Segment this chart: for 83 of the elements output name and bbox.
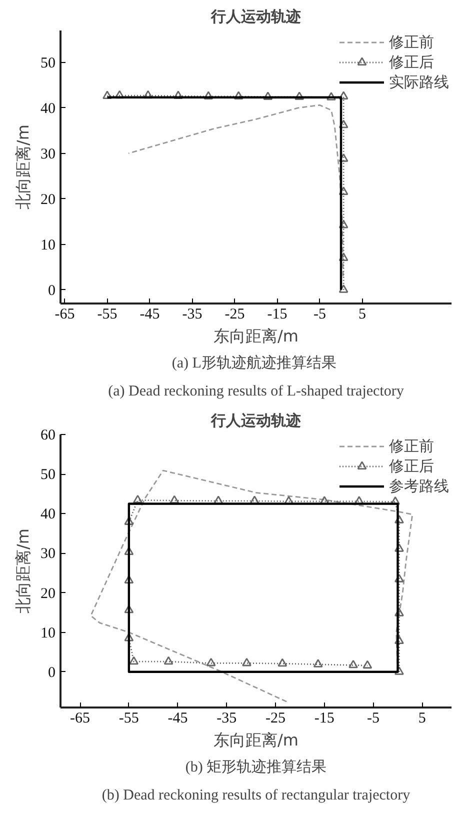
- x-axis-title: 东向距离/m: [214, 730, 298, 750]
- point: [242, 658, 252, 666]
- point: [338, 120, 348, 128]
- y-tick-label: 0: [48, 282, 56, 299]
- point: [326, 92, 336, 100]
- chart-title: 行人运动轨迹: [210, 8, 301, 26]
- x-tick-label: 5: [358, 306, 366, 322]
- x-tick-label: -35: [182, 306, 202, 322]
- legend-label: 修正后: [389, 456, 434, 476]
- y-tick-label: 20: [40, 192, 56, 208]
- point: [124, 632, 134, 642]
- point: [214, 496, 224, 504]
- point: [294, 92, 304, 100]
- y-tick-label: 0: [48, 664, 56, 681]
- point: [124, 604, 134, 614]
- x-tick-label: -55: [118, 710, 139, 726]
- point: [204, 91, 214, 100]
- point: [394, 515, 404, 524]
- point: [206, 658, 216, 666]
- y-tick-label: 40: [40, 100, 56, 117]
- legend-label: 修正前: [389, 32, 434, 52]
- y-tick-label: 20: [40, 586, 56, 602]
- point: [234, 91, 244, 100]
- legend-label: 修正后: [389, 52, 434, 72]
- x-tick-label: 5: [418, 710, 426, 726]
- point: [338, 220, 348, 228]
- point: [124, 575, 134, 584]
- point: [394, 636, 404, 644]
- x-tick-label: -15: [267, 306, 288, 322]
- point: [394, 666, 404, 675]
- point: [263, 92, 273, 100]
- y-axis-title: 北向距离/m: [14, 528, 32, 614]
- x-tick-label: -65: [54, 306, 75, 322]
- point: [338, 186, 348, 196]
- point: [348, 660, 358, 668]
- y-tick-label: 40: [40, 506, 56, 523]
- point: [338, 91, 348, 100]
- x-tick-label: -5: [314, 306, 326, 322]
- point: [338, 252, 348, 262]
- point: [143, 90, 153, 99]
- point: [338, 153, 348, 162]
- text: (b) Dead reckoning results of rectangular trajectory: [102, 788, 411, 804]
- x-tick-label: -15: [314, 710, 334, 726]
- point: [114, 90, 124, 99]
- point: [133, 494, 142, 504]
- x-tick-label: -45: [168, 710, 188, 726]
- point: [278, 658, 288, 667]
- legend-label: 参考路线: [389, 476, 449, 496]
- point: [394, 608, 404, 616]
- x-tick-label: -25: [266, 710, 286, 726]
- point: [313, 659, 323, 668]
- y-tick-label: 30: [40, 146, 56, 162]
- legend-label: 实际路线: [389, 72, 449, 92]
- point: [338, 284, 348, 293]
- y-tick-label: 10: [40, 237, 56, 254]
- y-tick-label: 60: [40, 428, 56, 444]
- text: (a) Dead reckoning results of L-shaped trajectory: [108, 384, 404, 400]
- point: [362, 660, 372, 669]
- point: [129, 656, 139, 665]
- x-tick-label: -55: [97, 306, 118, 322]
- y-tick-label: 10: [40, 625, 56, 642]
- point: [394, 574, 404, 582]
- text: (a) L形轨迹航迹推算结果: [172, 354, 336, 372]
- point: [174, 90, 183, 100]
- point: [124, 516, 134, 525]
- y-tick-label: 30: [40, 546, 56, 562]
- point: [170, 495, 180, 504]
- y-tick-label: 50: [40, 55, 56, 72]
- x-tick-label: -45: [140, 306, 160, 322]
- x-tick-label: -65: [70, 710, 90, 726]
- point: [102, 90, 112, 100]
- point: [394, 544, 404, 552]
- x-tick-label: -35: [216, 710, 237, 726]
- chart-title: 行人运动轨迹: [210, 412, 301, 430]
- x-tick-label: -5: [367, 710, 380, 726]
- point: [164, 656, 174, 665]
- point: [124, 546, 134, 556]
- y-tick-label: 50: [40, 467, 56, 484]
- y-axis-title: 北向距离/m: [14, 124, 32, 210]
- legend-label: 修正前: [389, 436, 434, 456]
- x-tick-label: -25: [224, 306, 245, 322]
- x-axis-title: 东向距离/m: [214, 326, 298, 346]
- text: (b) 矩形轨迹推算结果: [185, 758, 327, 776]
